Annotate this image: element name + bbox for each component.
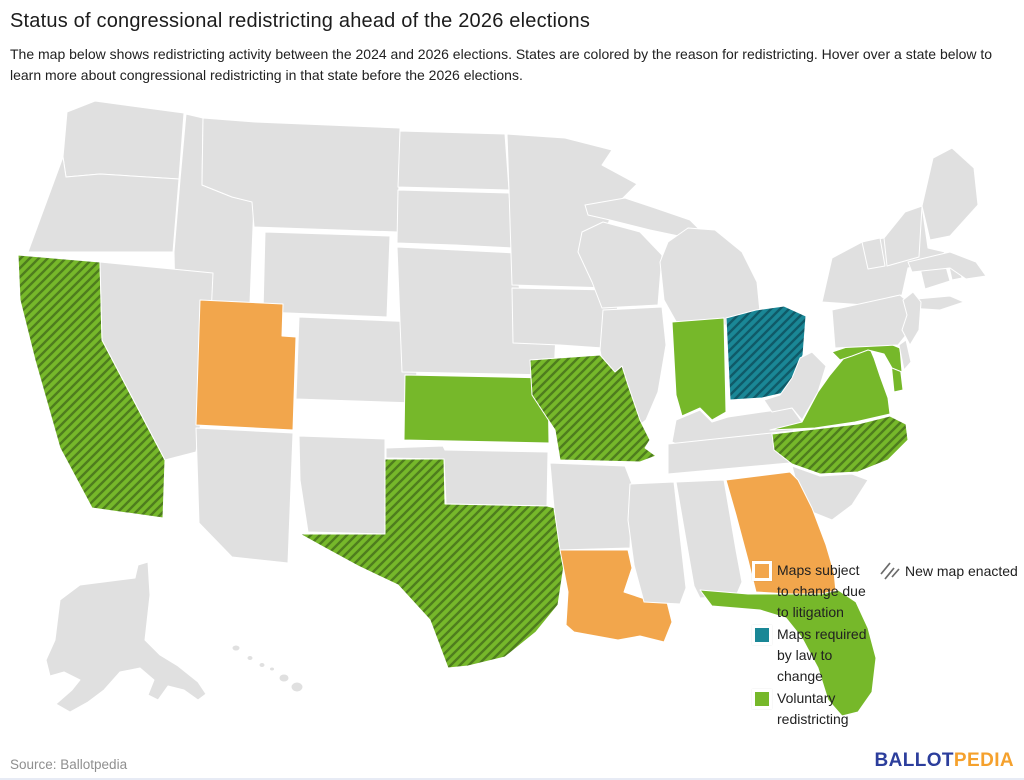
state-MA[interactable] <box>907 251 987 280</box>
state-AZ[interactable] <box>195 427 294 564</box>
hatch-pattern-icon <box>880 562 900 580</box>
state-WA[interactable] <box>62 100 185 180</box>
state-WY[interactable] <box>262 231 391 318</box>
state-NV[interactable] <box>99 261 214 461</box>
state-KS[interactable] <box>403 374 550 444</box>
legend-label: Maps required by law to change <box>777 626 867 684</box>
litigation-swatch-icon <box>752 561 772 581</box>
state-ME[interactable] <box>921 147 979 241</box>
state-NH[interactable] <box>883 205 923 267</box>
states-layer <box>17 100 987 717</box>
state-LA[interactable] <box>559 549 673 643</box>
page-title: Status of congressional redistricting ah… <box>10 10 591 32</box>
voluntary-swatch-icon <box>752 689 772 709</box>
state-NC[interactable] <box>771 415 909 475</box>
legend-item-required: Maps required by law to change <box>752 624 870 687</box>
state-MS[interactable] <box>627 481 687 605</box>
state-HI[interactable] <box>231 644 304 693</box>
legend-label: Maps subject to change due to litigation <box>777 562 866 620</box>
legend-item-litigation: Maps subject to change due to litigation <box>752 560 870 623</box>
state-MT[interactable] <box>201 117 401 233</box>
state-NJ[interactable] <box>901 291 922 346</box>
state-TX[interactable] <box>299 458 567 669</box>
state-MI[interactable] <box>659 227 761 326</box>
state-AK[interactable] <box>45 561 207 713</box>
legend-label: New map enacted <box>905 563 1018 579</box>
source-credit: Source: Ballotpedia <box>10 757 128 772</box>
state-WI[interactable] <box>577 221 663 309</box>
legend: Maps subject to change due to litigation… <box>752 560 870 731</box>
state-SD[interactable] <box>396 189 515 249</box>
state-NM[interactable] <box>298 435 386 535</box>
state-ND[interactable] <box>397 130 510 191</box>
state-DE[interactable] <box>898 339 912 371</box>
legend-item-voluntary: Voluntary redistricting <box>752 688 870 730</box>
state-FL[interactable] <box>699 589 877 717</box>
state-MO[interactable] <box>529 354 657 463</box>
state-WV[interactable] <box>763 351 827 421</box>
state-OR[interactable] <box>27 156 180 253</box>
bottom-divider <box>0 778 1024 780</box>
state-CO[interactable] <box>295 316 419 404</box>
state-IN[interactable] <box>671 317 727 421</box>
state-UT[interactable] <box>195 299 297 431</box>
logo-text-secondary: PEDIA <box>953 750 1014 771</box>
logo-text-primary: BALLOT <box>874 750 954 771</box>
required-swatch-icon <box>752 625 772 645</box>
ballotpedia-logo: BALLOTPEDIA <box>874 750 1014 772</box>
legend-label: Voluntary redistricting <box>777 690 849 727</box>
state-OH[interactable] <box>725 305 807 401</box>
state-AR[interactable] <box>549 462 633 551</box>
legend-item-new-map: New map enacted <box>880 562 1018 580</box>
subtitle: The map below shows redistricting activi… <box>10 46 993 83</box>
state-VT[interactable] <box>861 237 886 270</box>
